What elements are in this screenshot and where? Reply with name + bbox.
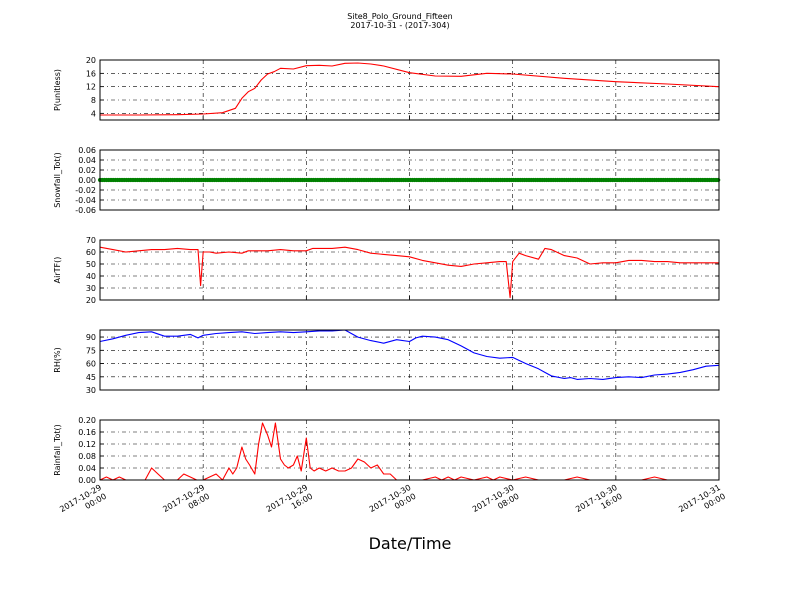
x-tick-label: 2017-10-2916:00 xyxy=(265,483,315,523)
plot-frame xyxy=(99,149,720,211)
series-line xyxy=(100,62,720,116)
plot-frame xyxy=(99,419,720,481)
y-tick-label: 60 xyxy=(86,248,96,257)
y-tick-label: 20 xyxy=(86,56,96,65)
y-tick-label: 0.12 xyxy=(78,440,96,449)
y-tick-label: 50 xyxy=(86,260,96,269)
y-tick-label: 16 xyxy=(86,69,96,78)
y-tick-label: -0.04 xyxy=(75,196,96,205)
y-tick-label: 30 xyxy=(86,284,96,293)
x-tick-label: 2017-10-2900:00 xyxy=(58,483,108,523)
y-tick-label: 0.00 xyxy=(78,176,96,185)
figure-subtitle: 2017-10-31 - (2017-304) xyxy=(350,21,450,30)
y-tick-label: 20 xyxy=(86,296,96,305)
x-tick-label: 2017-10-3100:00 xyxy=(677,483,727,523)
y-tick-label: -0.02 xyxy=(75,186,96,195)
data-point xyxy=(716,177,721,183)
y-tick-label: -0.06 xyxy=(75,206,96,215)
y-tick-label: 70 xyxy=(86,236,96,245)
y-tick-label: 30 xyxy=(86,386,96,395)
x-tick-label: 2017-10-3016:00 xyxy=(574,483,624,523)
y-tick-label: 0.04 xyxy=(78,156,96,165)
y-axis-title: AirTF() xyxy=(53,257,62,284)
y-tick-label: 45 xyxy=(86,373,96,382)
x-tick-label: 2017-10-2908:00 xyxy=(161,483,211,523)
y-tick-label: 90 xyxy=(86,333,96,342)
y-tick-label: 40 xyxy=(86,272,96,281)
y-tick-label: 0.00 xyxy=(78,476,96,485)
series-line xyxy=(99,246,719,299)
plot-frame xyxy=(99,239,720,301)
x-axis-title: Date/Time xyxy=(368,534,452,553)
series-line xyxy=(99,329,720,380)
y-axis-title: Snowfall_Tot() xyxy=(53,152,62,208)
y-tick-label: 0.04 xyxy=(78,464,96,473)
y-tick-label: 4 xyxy=(91,109,96,118)
y-tick-label: 60 xyxy=(86,360,96,369)
y-tick-label: 12 xyxy=(86,83,96,92)
y-tick-label: 8 xyxy=(91,96,96,105)
y-tick-label: 0.08 xyxy=(78,452,96,461)
plot-frame xyxy=(99,59,720,121)
y-tick-label: 75 xyxy=(86,346,96,355)
y-tick-label: 0.16 xyxy=(78,428,96,437)
figure-title: Site8_Polo_Ground_Fifteen xyxy=(347,12,453,21)
y-axis-title: RH(%) xyxy=(53,347,62,372)
y-axis-title: Rainfall_Tot() xyxy=(53,424,62,476)
y-tick-label: 0.06 xyxy=(78,146,96,155)
y-tick-label: 0.20 xyxy=(78,416,96,425)
plot-frame xyxy=(99,329,720,391)
x-tick-label: 2017-10-3008:00 xyxy=(471,483,521,523)
y-axis-title: P(unitless) xyxy=(53,69,62,111)
x-tick-label: 2017-10-3000:00 xyxy=(368,483,418,523)
y-tick-label: 0.02 xyxy=(78,166,96,175)
